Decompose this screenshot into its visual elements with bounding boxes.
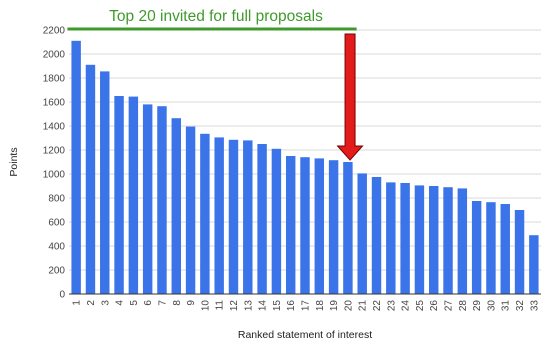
- x-tick-label: 15: [272, 300, 283, 312]
- x-tick-label: 22: [372, 300, 383, 312]
- y-tick-label: 0: [59, 290, 65, 301]
- y-tick-label: 1600: [43, 98, 66, 109]
- bar-21: [357, 173, 367, 294]
- x-tick-label: 3: [100, 300, 111, 306]
- x-tick-label: 31: [501, 300, 512, 312]
- bar-25: [414, 185, 425, 294]
- bar-19: [328, 160, 339, 294]
- x-tick-label: 9: [186, 300, 197, 306]
- bar-23: [386, 182, 396, 294]
- x-tick-label: 21: [358, 300, 369, 312]
- bar-7: [157, 106, 167, 294]
- bar-9: [185, 126, 196, 294]
- bar-27: [443, 187, 453, 294]
- x-tick-label: 23: [386, 300, 397, 312]
- bar-6: [142, 104, 153, 295]
- x-tick-label: 2: [86, 300, 97, 306]
- y-axis-ticks: 0 200 400 600 800 1000 1200 1400 1600 1800 2000 220…: [43, 26, 66, 301]
- bar-18: [314, 158, 325, 294]
- bar-5: [128, 96, 139, 294]
- y-tick-label: 2000: [43, 50, 66, 61]
- x-tick-label: 18: [315, 300, 326, 312]
- x-tick-label: 26: [429, 300, 440, 312]
- bar-13: [243, 140, 253, 294]
- x-tick-label: 14: [258, 300, 269, 312]
- x-tick-label: 16: [286, 300, 297, 312]
- bar-14: [257, 144, 267, 294]
- x-tick-label: 28: [458, 300, 469, 312]
- x-tick-label: 33: [529, 300, 540, 312]
- top-20-annotation-label: Top 20 invited for full proposals: [109, 8, 323, 25]
- bar-8: [171, 118, 181, 294]
- x-tick-label: 7: [157, 300, 168, 306]
- x-tick-label: 10: [200, 300, 211, 312]
- y-tick-label: 1400: [43, 122, 66, 133]
- x-axis-title: Ranked statement of interest: [238, 329, 372, 341]
- bar-26: [429, 186, 439, 294]
- cutoff-arrow: [336, 33, 364, 161]
- x-axis-ticks: 1 2 3 4 5 6 7 8 9 10 11 12 13 14 15 16 17 18 19 20 21 22 23 24 2…: [72, 300, 541, 312]
- bar-24: [400, 183, 410, 294]
- bar-28: [457, 188, 468, 294]
- y-tick-label: 1200: [43, 146, 66, 157]
- x-tick-label: 29: [472, 300, 483, 312]
- x-tick-label: 19: [329, 300, 340, 312]
- x-tick-label: 12: [229, 300, 240, 312]
- bar-32: [514, 210, 525, 294]
- x-tick-label: 24: [401, 300, 412, 312]
- bar-1: [71, 40, 81, 294]
- x-tick-label: 25: [415, 300, 426, 312]
- x-tick-label: 6: [143, 300, 154, 306]
- bar-10: [200, 133, 210, 294]
- x-tick-label: 32: [515, 300, 526, 312]
- bar-30: [486, 202, 496, 294]
- y-tick-label: 200: [48, 266, 65, 277]
- bar-15: [271, 148, 282, 294]
- x-tick-label: 1: [72, 300, 83, 306]
- bar-16: [285, 156, 296, 294]
- bar-22: [371, 177, 382, 294]
- y-tick-label: 600: [48, 218, 65, 229]
- y-tick-label: 1800: [43, 74, 66, 85]
- x-tick-label: 4: [115, 300, 126, 306]
- y-tick-label: 1000: [43, 170, 66, 181]
- bar-12: [228, 139, 239, 294]
- bar-2: [85, 64, 96, 294]
- x-tick-label: 8: [172, 300, 183, 306]
- bar-33: [529, 235, 539, 294]
- bar-29: [471, 201, 482, 294]
- bar-11: [214, 137, 224, 294]
- x-tick-label: 13: [243, 300, 254, 312]
- bar-17: [300, 157, 310, 294]
- y-tick-label: 400: [48, 242, 65, 253]
- x-tick-label: 11: [215, 300, 226, 311]
- bar-4: [114, 96, 124, 294]
- bar-20: [343, 162, 353, 294]
- y-tick-label: 800: [48, 194, 65, 205]
- x-tick-label: 5: [129, 300, 140, 306]
- y-tick-label: 2200: [43, 26, 66, 37]
- x-tick-label: 20: [343, 300, 354, 312]
- y-axis-title: Points: [8, 147, 20, 176]
- bars: [71, 40, 539, 295]
- x-tick-label: 17: [301, 300, 312, 312]
- x-tick-label: 27: [444, 300, 455, 312]
- bar-31: [500, 204, 510, 294]
- x-tick-label: 30: [486, 300, 497, 312]
- bar-3: [100, 71, 110, 295]
